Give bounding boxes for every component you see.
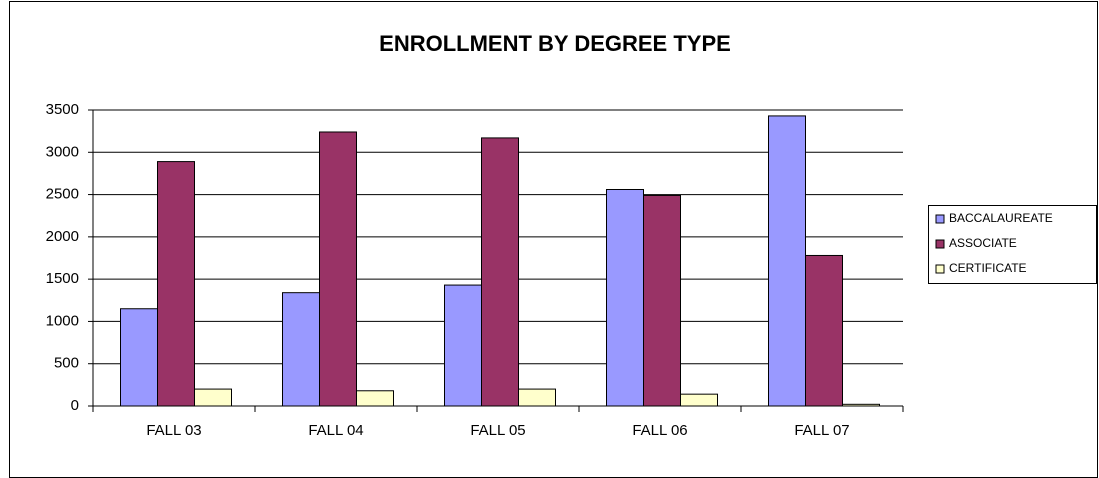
bar xyxy=(356,390,394,407)
legend-label: ASSOCIATE xyxy=(949,236,1017,250)
y-tick-label: 0 xyxy=(71,397,79,414)
y-tick-label: 2500 xyxy=(46,186,79,203)
bar xyxy=(120,308,158,407)
legend-swatch xyxy=(935,264,945,274)
bar xyxy=(481,137,519,407)
legend-swatch xyxy=(935,239,945,249)
x-tick-label: FALL 05 xyxy=(470,422,525,439)
legend-label: CERTIFICATE xyxy=(949,261,1027,275)
bar xyxy=(768,115,806,407)
bar xyxy=(606,188,644,407)
bar xyxy=(518,388,556,407)
y-tick-label: 3000 xyxy=(46,143,79,160)
bar xyxy=(805,254,843,407)
x-tick-label: FALL 06 xyxy=(632,422,687,439)
y-tick-label: 3500 xyxy=(46,101,79,118)
y-tick-label: 1000 xyxy=(46,312,79,329)
legend-swatch xyxy=(935,214,945,224)
bar xyxy=(444,284,482,407)
y-tick-label: 2000 xyxy=(46,228,79,245)
chart-title: ENROLLMENT BY DEGREE TYPE xyxy=(379,31,731,56)
bar xyxy=(643,194,681,407)
y-tick-label: 500 xyxy=(54,355,79,372)
legend-label: BACCALAUREATE xyxy=(949,211,1053,225)
legend-box xyxy=(928,205,1097,284)
bar xyxy=(282,292,320,407)
y-tick-label: 1500 xyxy=(46,270,79,287)
x-tick-label: FALL 07 xyxy=(794,422,849,439)
bar xyxy=(319,131,357,407)
x-tick-label: FALL 04 xyxy=(308,422,363,439)
bar xyxy=(194,388,232,407)
x-tick-label: FALL 03 xyxy=(146,422,201,439)
bar xyxy=(157,161,195,407)
bar xyxy=(680,393,718,407)
